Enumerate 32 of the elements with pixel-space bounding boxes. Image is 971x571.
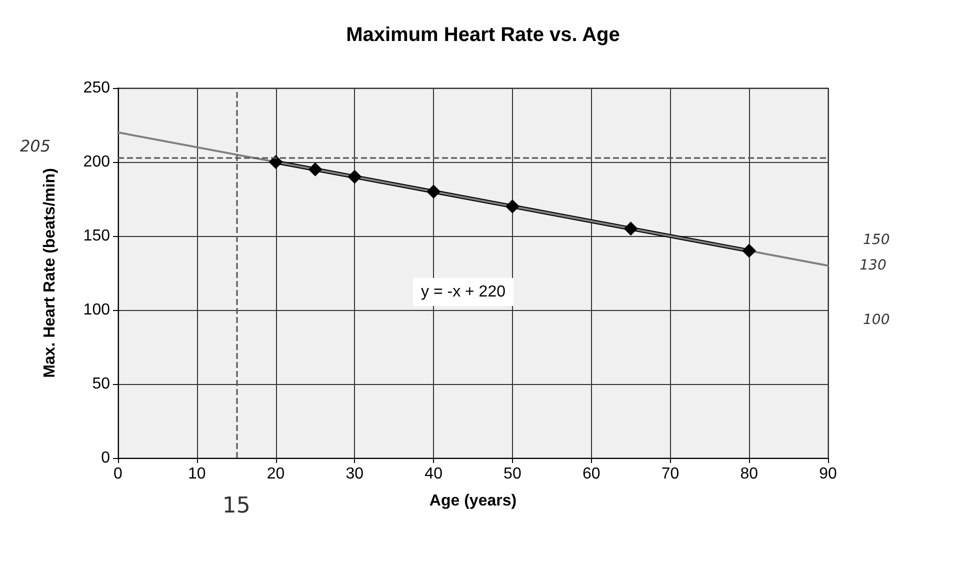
annotation: 15: [222, 494, 250, 518]
point: [505, 199, 520, 214]
point: [268, 155, 283, 169]
y-axis-title: Max. Heart Rate (beats/min): [42, 168, 58, 378]
y-tick-label: 100: [83, 302, 110, 318]
x-tick-label: 70: [661, 466, 680, 482]
annotation: 130: [860, 258, 886, 274]
x-tick-label: 60: [582, 466, 600, 482]
point: [308, 162, 322, 176]
x-axis-title: Age (years): [429, 492, 517, 510]
x-tick-label: 90: [819, 466, 837, 482]
text: 100: [863, 312, 890, 328]
y-tick-label: 150: [83, 228, 110, 244]
point: [624, 222, 638, 236]
x-tick-label: 80: [740, 466, 758, 482]
text: 205: [20, 136, 51, 156]
x-tick-label: 20: [266, 466, 285, 482]
x-tick-label: 0: [114, 466, 123, 482]
y-tick-label: 50: [92, 376, 110, 392]
y-tick-label: 200: [83, 154, 110, 170]
x-tick-label: 10: [188, 466, 206, 482]
y-tick-label: 0: [101, 450, 110, 466]
chart-title: Maximum Heart Rate vs. Age: [346, 24, 620, 46]
y-tick-label: 250: [83, 80, 110, 96]
annotation: y = -x + 220: [421, 284, 506, 300]
point: [426, 184, 441, 199]
point: [348, 170, 362, 184]
text: 150: [863, 232, 890, 248]
x-tick-label: 30: [346, 466, 364, 482]
x-tick-label: 50: [504, 466, 522, 482]
point: [742, 244, 756, 258]
x-tick-label: 40: [424, 466, 443, 482]
